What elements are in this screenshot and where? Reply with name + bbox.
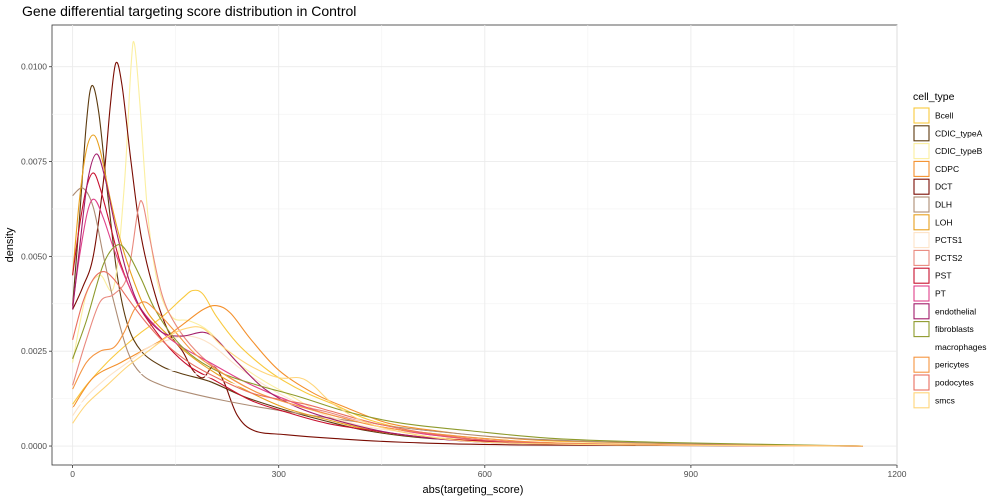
legend-key bbox=[913, 232, 930, 249]
legend-label: pericytes bbox=[935, 360, 969, 370]
legend-key bbox=[913, 214, 930, 231]
legend-item-smcs: smcs bbox=[913, 392, 955, 409]
legend-item-fibroblasts: fibroblasts bbox=[913, 321, 974, 338]
legend-key bbox=[913, 160, 930, 177]
x-axis-title: abs(targeting_score) bbox=[423, 484, 524, 496]
legend-item-dlh: DLH bbox=[913, 196, 952, 213]
legend-item-podocytes: podocytes bbox=[913, 374, 974, 391]
legend-key bbox=[913, 392, 930, 409]
legend-item-macrophages: macrophages bbox=[913, 338, 987, 355]
legend-label: smcs bbox=[935, 395, 955, 405]
legend-item-cdpc: CDPC bbox=[913, 160, 959, 177]
legend-item-cdic-typeb: CDIC_typeB bbox=[913, 143, 983, 160]
density-line-smcs bbox=[72, 326, 863, 447]
legend-label: PCTS1 bbox=[935, 235, 963, 245]
legend-key bbox=[913, 321, 930, 338]
legend-label: endothelial bbox=[935, 306, 976, 316]
density-curves bbox=[72, 40, 863, 447]
legend-item-dct: DCT bbox=[913, 178, 952, 195]
y-axis-title: density bbox=[4, 227, 16, 262]
y-tick-label: 0.0000 bbox=[21, 441, 47, 451]
legend-label: Bcell bbox=[935, 111, 954, 121]
legend-key bbox=[913, 338, 930, 355]
legend-key bbox=[913, 107, 930, 124]
density-line-dlh bbox=[72, 187, 863, 447]
legend-item-pt: PT bbox=[913, 285, 946, 302]
legend-key bbox=[913, 356, 930, 373]
plot-panel bbox=[51, 24, 898, 466]
legend-label: DCT bbox=[935, 182, 952, 192]
legend-key bbox=[913, 285, 930, 302]
legend: cell_type Bcell CDIC_typeA CDIC_typeB CDPC D… bbox=[913, 91, 987, 409]
legend-item-endothelial: endothelial bbox=[913, 303, 976, 320]
density-line-podocytes bbox=[72, 271, 863, 447]
legend-label: LOH bbox=[935, 217, 952, 227]
density-line-pericytes bbox=[72, 301, 863, 447]
legend-label: macrophages bbox=[935, 342, 987, 352]
legend-key bbox=[913, 267, 930, 284]
legend-key bbox=[913, 178, 930, 195]
x-tick-label: 0 bbox=[70, 469, 75, 479]
x-tick-label: 300 bbox=[272, 469, 286, 479]
legend-item-cdic-typea: CDIC_typeA bbox=[913, 125, 983, 142]
y-tick-label: 0.0100 bbox=[21, 62, 47, 72]
x-tick-label: 900 bbox=[684, 469, 698, 479]
legend-key bbox=[913, 196, 930, 213]
legend-item-pcts2: PCTS2 bbox=[913, 249, 963, 266]
y-tick-label: 0.0050 bbox=[21, 251, 47, 261]
legend-label: PT bbox=[935, 289, 946, 299]
legend-label: CDIC_typeA bbox=[935, 128, 983, 138]
y-tick-label: 0.0025 bbox=[21, 346, 47, 356]
legend-title: cell_type bbox=[913, 91, 955, 103]
legend-item-bcell: Bcell bbox=[913, 107, 954, 124]
legend-item-pst: PST bbox=[913, 267, 952, 284]
legend-key bbox=[913, 249, 930, 266]
y-tick-label: 0.0075 bbox=[21, 157, 47, 167]
legend-key bbox=[913, 303, 930, 320]
axis-ticks: 0 300 600 900 1200 0.0000 0.0025 0.0050 0.0075 0.… bbox=[21, 62, 907, 479]
legend-label: CDIC_typeB bbox=[935, 146, 983, 156]
legend-item-pcts1: PCTS1 bbox=[913, 232, 963, 249]
legend-key bbox=[913, 374, 930, 391]
legend-label: DLH bbox=[935, 200, 952, 210]
legend-label: PST bbox=[935, 271, 952, 281]
legend-key bbox=[913, 125, 930, 142]
legend-label: podocytes bbox=[935, 378, 974, 388]
legend-item-loh: LOH bbox=[913, 214, 952, 231]
chart-title: Gene differential targeting score distri… bbox=[22, 3, 356, 19]
x-tick-label: 600 bbox=[478, 469, 492, 479]
legend-label: PCTS2 bbox=[935, 253, 963, 263]
legend-label: fibroblasts bbox=[935, 324, 974, 334]
legend-key bbox=[913, 143, 930, 160]
x-tick-label: 1200 bbox=[888, 469, 907, 479]
legend-item-pericytes: pericytes bbox=[913, 356, 969, 373]
legend-label: CDPC bbox=[935, 164, 959, 174]
